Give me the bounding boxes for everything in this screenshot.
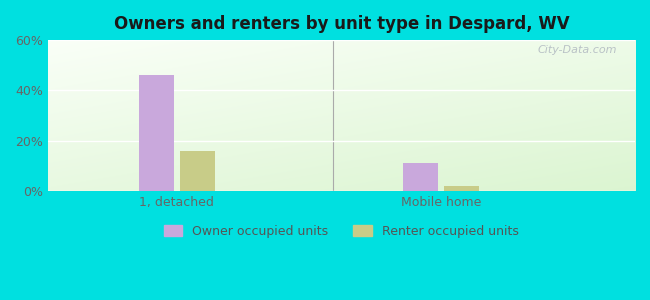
- Bar: [138, 75, 174, 191]
- Bar: [444, 186, 480, 191]
- Bar: [403, 164, 438, 191]
- Legend: Owner occupied units, Renter occupied units: Owner occupied units, Renter occupied un…: [159, 220, 524, 243]
- Bar: [180, 151, 215, 191]
- Title: Owners and renters by unit type in Despard, WV: Owners and renters by unit type in Despa…: [114, 15, 569, 33]
- Text: City-Data.com: City-Data.com: [538, 45, 617, 55]
